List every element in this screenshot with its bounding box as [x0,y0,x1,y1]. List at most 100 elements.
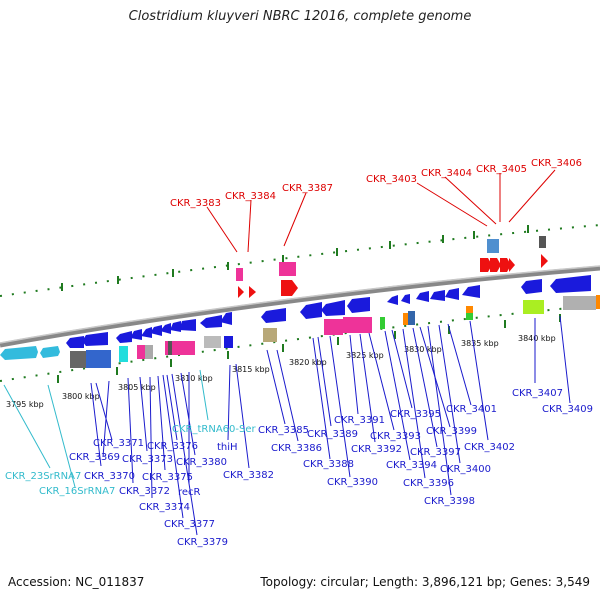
gene-label: CKR_3400 [440,464,491,475]
gene-arrow [200,315,222,328]
gene-block [263,328,277,342]
inner-tick-track [0,304,600,382]
gene-block [86,350,111,368]
tick-label: 3795 kbp [6,400,44,409]
gene-label: CKR_3373 [122,454,173,465]
gene-label: CKR_3385 [258,425,309,436]
gene-arrow [490,258,501,272]
gene-arrow [150,325,162,336]
gene-block [165,341,195,355]
gene-arrow [541,254,548,268]
gene-label: CKR_3383 [170,198,221,209]
outer-tick-track [0,224,600,297]
gene-label: CKR_3404 [421,168,472,179]
gene-label: CKR_23SrRNA7 [5,471,81,482]
gene-arrow [430,290,445,301]
gene-block [70,351,86,368]
gene-labels: CKR_3383 CKR_3384 CKR_3387 CKR_3403 CKR_… [5,158,593,548]
map-title: Clostridium kluyveri NBRC 12016, complet… [128,9,472,24]
gene-label: CKR_3384 [225,191,276,202]
gene-label: CKR_3394 [386,460,437,471]
gene-label: CKR_3374 [139,502,190,513]
outer-major-ticks [61,225,529,291]
gene-arrow [116,331,132,343]
gene-arrow [82,332,108,346]
upper-features [236,236,548,298]
connector-lines [3,169,571,536]
tick-label: 3815 kbp [232,365,270,374]
gene-label: CKR_3409 [542,404,593,415]
gene-block [563,296,596,310]
genome-summary: Topology: circular; Length: 3,896,121 bp… [260,575,590,589]
gene-arrow [281,280,298,296]
gene-arrow [66,336,84,348]
gene-label: CKR_3389 [307,429,358,440]
genome-backbone [0,265,600,348]
gene-arrow [347,297,370,313]
gene-label: CKR_3382 [223,470,274,481]
gene-arrow [445,288,459,300]
gene-label: CKR_3370 [84,471,135,482]
gene-label: CKR_3399 [426,426,477,437]
gene-label: CKR_16SrRNA7 [39,486,115,497]
gene-arrow [160,323,171,334]
gene-arrow [480,258,492,272]
genome-backbone-highlight [0,265,600,344]
gene-block [324,319,343,335]
gene-block [523,300,544,314]
gene-label: CKR_3372 [119,486,170,497]
gene-label: CKR_3402 [464,442,515,453]
gene-arrow [321,300,345,316]
gene-label: CKR_3407 [512,388,563,399]
gene-arrow [130,329,142,340]
gene-block [403,313,408,325]
gene-arrow [40,346,60,358]
tick-label: 3840 kbp [518,334,556,343]
gene-block [236,268,243,281]
tick-label: 3800 kbp [62,392,100,401]
gene-arrow [550,275,591,293]
gene-label: CKR_3371 [93,438,144,449]
gene-label: CKR_3388 [303,459,354,470]
gene-label: CKR_3403 [366,174,417,185]
gene-arrow [509,258,515,272]
gene-block [279,262,296,276]
gene-arrow [0,346,38,360]
tick-label: 3810 kbp [175,374,213,383]
gene-arrow [179,319,196,331]
gene-arrow [500,258,511,272]
gene-label: CKR_3387 [282,183,333,194]
tick-label: 3805 kbp [118,383,156,392]
gene-label: CKR_3377 [164,519,215,530]
gene-block [466,313,473,320]
gene-block [539,236,546,248]
gene-label: CKR_tRNA60-Ser [172,424,257,435]
tick-label: 3835 kbp [461,339,499,348]
gene-label: CKR_3398 [424,496,475,507]
gene-label: thiH [217,442,238,453]
gene-arrow [249,286,256,298]
gene-arrow [170,321,181,332]
gene-arrow [261,308,286,323]
gene-arrow [416,291,429,302]
gene-arrow [220,312,232,325]
gene-arrow [238,286,244,298]
gene-label: CKR_3401 [446,404,497,415]
gene-block [224,336,233,348]
gene-block [466,306,473,313]
gene-label: CKR_3392 [351,444,402,455]
gene-label: CKR_3379 [177,537,228,548]
gene-label: CKR_3393 [370,431,421,442]
gene-block [145,345,153,359]
gene-block [119,346,128,362]
gene-block [137,345,145,359]
gene-label: CKR_3380 [176,457,227,468]
gene-arrow [462,285,480,298]
gene-arrow [300,302,322,319]
gene-label: CKR_3406 [531,158,582,169]
gene-label: CKR_3390 [327,477,378,488]
gene-block [168,341,172,355]
gene-label: CKR_3396 [403,478,454,489]
gene-block [380,317,385,329]
